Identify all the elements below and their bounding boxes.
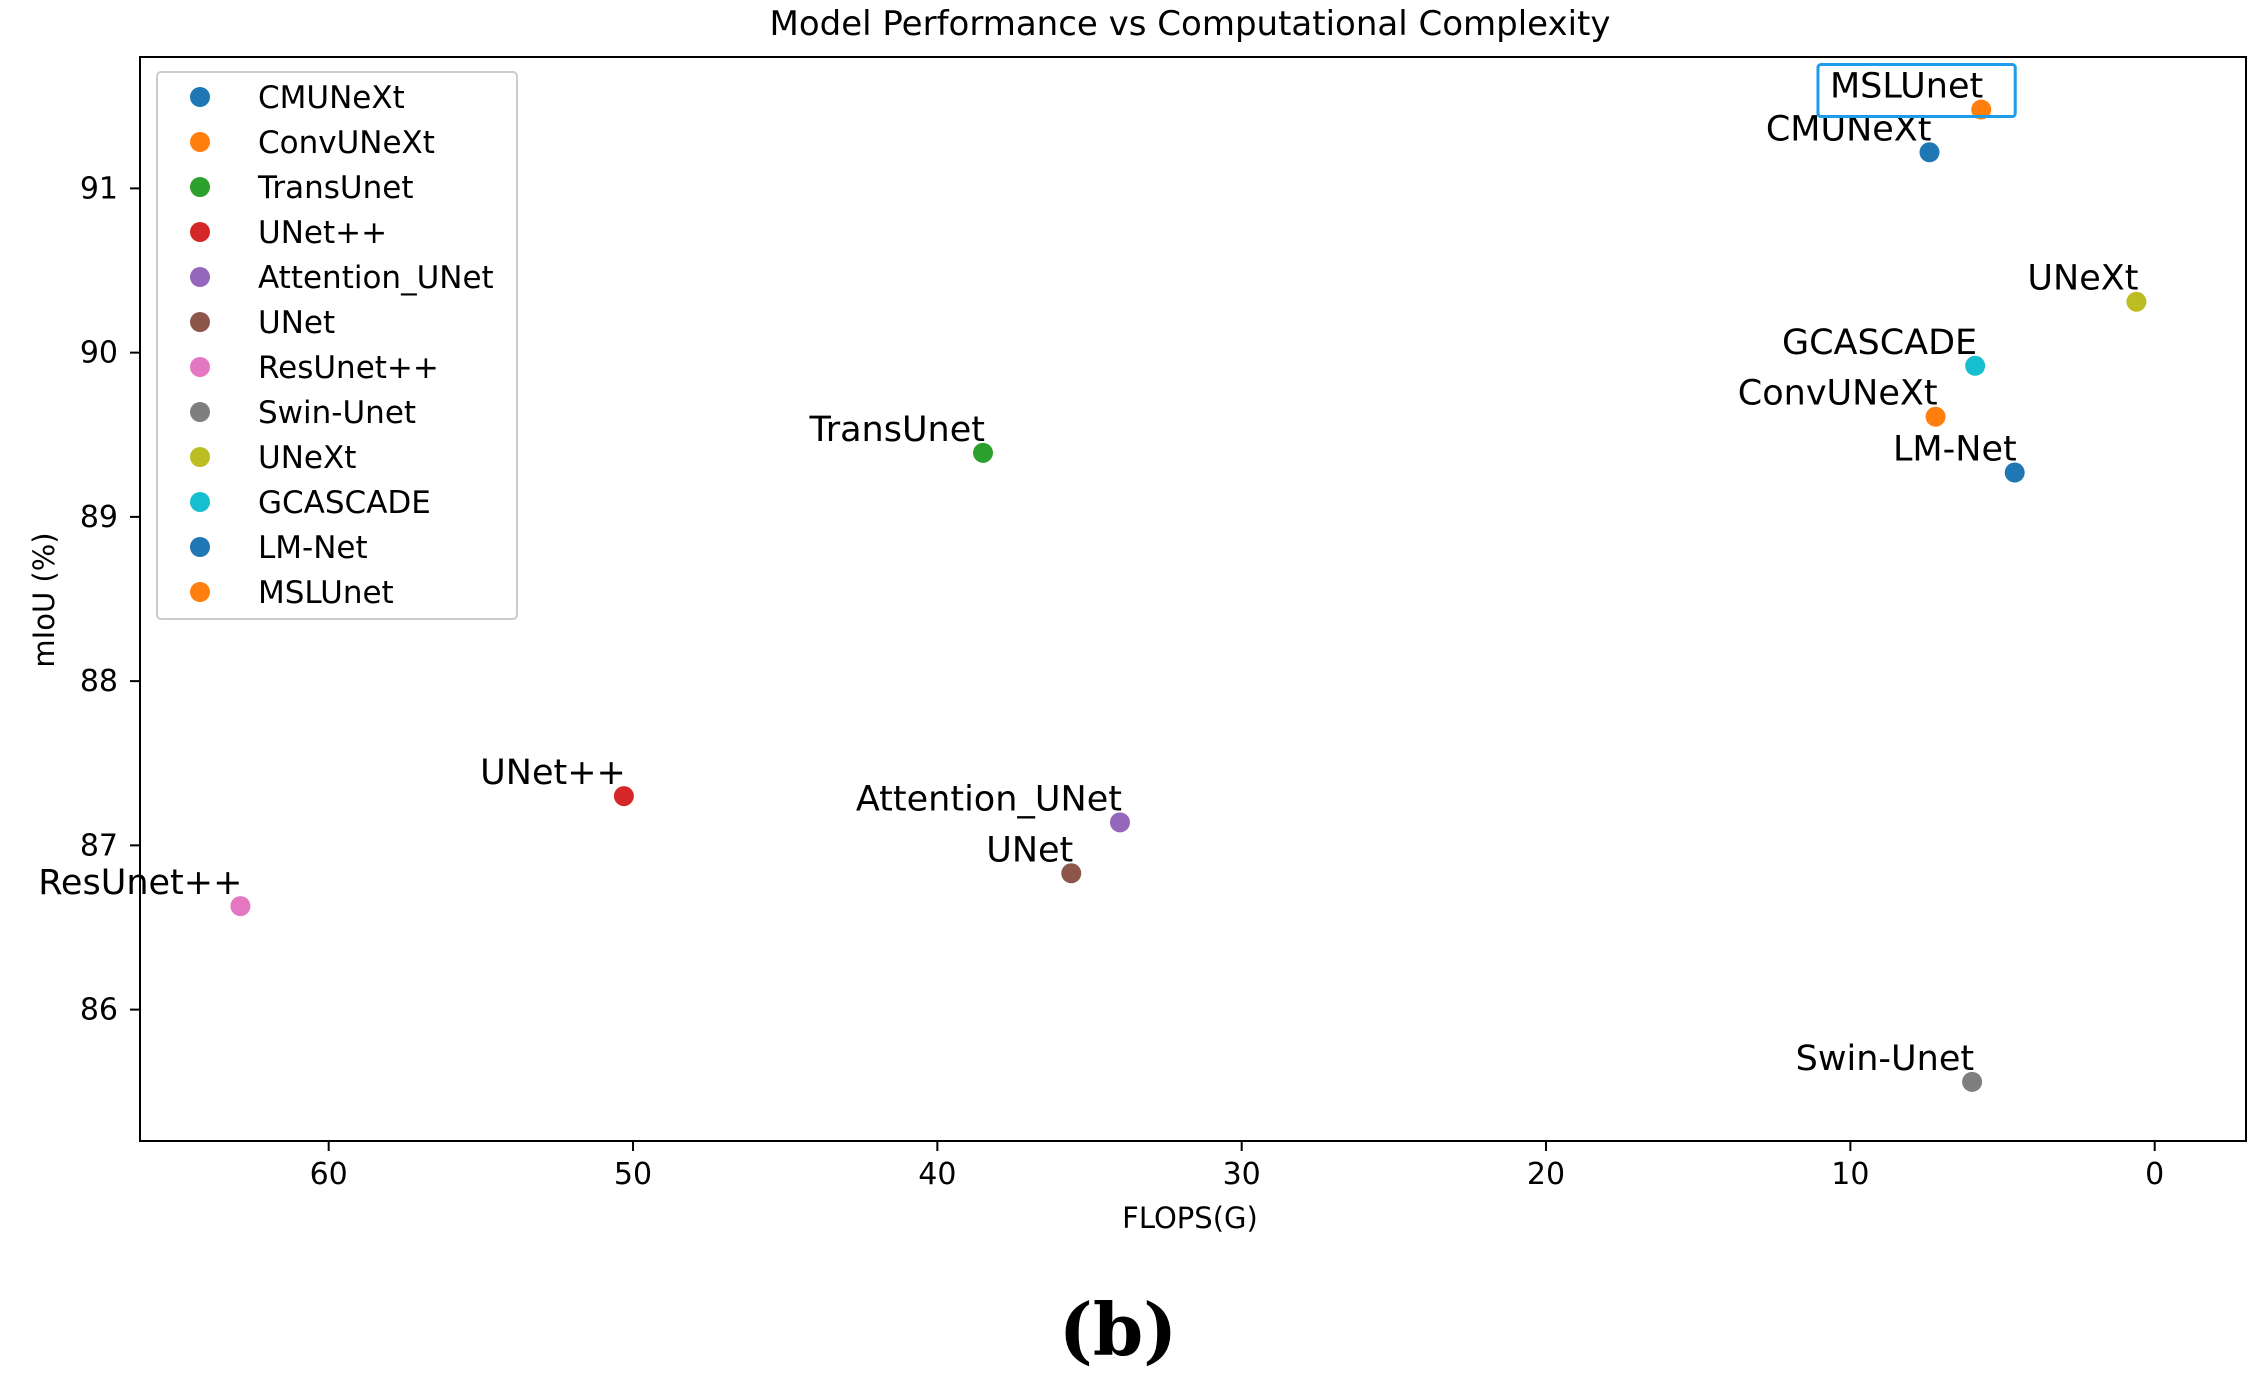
point-label-lm-net: LM-Net (1893, 430, 2017, 470)
legend-marker (190, 447, 210, 467)
point-label-convunext: ConvUNeXt (1738, 374, 1938, 414)
legend-marker (190, 87, 210, 107)
point-label-resunetplusplus: ResUnet++ (38, 863, 242, 903)
point-cmunext (1919, 142, 1940, 163)
point-label-unet: UNet (986, 830, 1073, 870)
legend-label: TransUnet (257, 170, 413, 206)
x-tick-label: 60 (310, 1157, 348, 1192)
point-resunetplusplus (230, 896, 251, 917)
y-axis-label: mIoU (%) (27, 532, 61, 667)
point-transunet (973, 442, 994, 463)
point-gcascade (1965, 355, 1986, 376)
x-axis-ticks: 60 50 40 30 20 10 0 (310, 1141, 2164, 1192)
legend-marker (190, 267, 210, 287)
legend-marker (190, 222, 210, 242)
x-tick-label: 0 (2145, 1157, 2164, 1192)
point-convunext (1925, 406, 1946, 427)
x-tick-label: 10 (1831, 1157, 1869, 1192)
x-tick-label: 20 (1527, 1157, 1565, 1192)
legend-marker (190, 582, 210, 602)
legend-label: Swin-Unet (258, 395, 416, 431)
y-tick-label: 86 (80, 993, 118, 1028)
chart-title: Model Performance vs Computational Compl… (769, 4, 1610, 44)
legend-label: MSLUnet (258, 575, 394, 611)
legend-label: ResUnet++ (258, 350, 439, 386)
y-tick-label: 88 (80, 664, 118, 699)
legend-marker (190, 402, 210, 422)
point-label-gcascade: GCASCADE (1782, 323, 1977, 363)
legend-marker (190, 312, 210, 332)
legend-label: GCASCADE (258, 485, 431, 521)
point-unext (2126, 291, 2147, 312)
point-label-unext: UNeXt (2027, 259, 2138, 299)
point-label-transunet: TransUnet (808, 410, 985, 450)
x-tick-label: 50 (614, 1157, 652, 1192)
legend-marker (190, 492, 210, 512)
legend-marker (190, 537, 210, 557)
y-tick-label: 90 (80, 336, 118, 371)
point-lm-net (2004, 462, 2025, 483)
highlight-box (1816, 63, 2017, 119)
legend-label: Attention_UNet (258, 260, 494, 296)
legend-marker (190, 132, 210, 152)
x-axis-label: FLOPS(G) (1122, 1201, 1258, 1235)
point-unet (1061, 863, 1082, 884)
point-unetplusplus (613, 786, 634, 807)
point-label-unetplusplus: UNet++ (480, 753, 626, 793)
legend-box (156, 71, 518, 620)
legend-label: UNet++ (258, 215, 387, 251)
legend-marker (190, 357, 210, 377)
point-mslunet (1971, 99, 1992, 120)
legend-marker (190, 177, 210, 197)
data-points: CMUNeXt ConvUNeXt TransUnet UNet++ Attention… (38, 63, 2147, 1092)
legend-label: ConvUNeXt (258, 125, 435, 161)
legend-label: UNet (258, 305, 335, 341)
point-label-attention-unet: Attention_UNet (856, 779, 1122, 819)
y-tick-label: 89 (80, 500, 118, 535)
legend: CMUNeXt ConvUNeXt TransUnet UNet++ Attention… (156, 71, 518, 620)
legend-label: CMUNeXt (258, 80, 405, 116)
point-label-mslunet: MSLUnet (1830, 67, 1983, 107)
y-tick-label: 91 (80, 171, 118, 206)
figure-caption: (b) (1059, 1287, 1177, 1372)
plot-area (139, 56, 2247, 1142)
point-attention-unet (1109, 812, 1130, 833)
x-tick-label: 40 (918, 1157, 956, 1192)
legend-label: LM-Net (258, 530, 368, 566)
y-axis-ticks: 86 87 88 89 90 91 (80, 171, 140, 1028)
point-label-swin-unet: Swin-Unet (1796, 1039, 1974, 1079)
x-tick-label: 30 (1223, 1157, 1261, 1192)
y-tick-label: 87 (80, 828, 118, 863)
point-swin-unet (1962, 1071, 1983, 1092)
legend-label: UNeXt (258, 440, 356, 476)
